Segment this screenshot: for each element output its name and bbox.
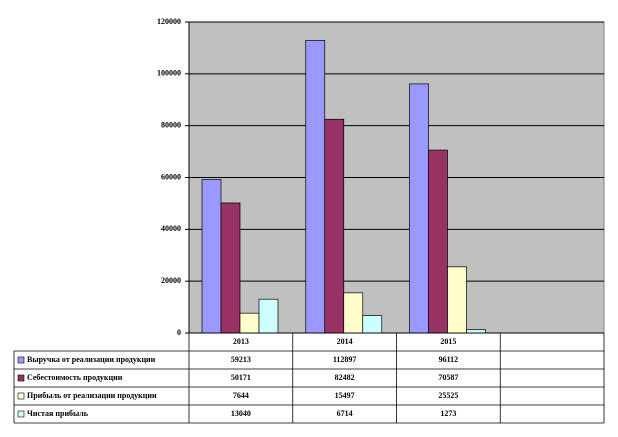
bar	[362, 315, 383, 334]
bar	[305, 40, 326, 334]
y-tick-label: 60000	[161, 172, 181, 181]
bar	[220, 202, 241, 334]
legend-swatch	[17, 410, 25, 418]
bar	[201, 179, 222, 334]
bar	[239, 312, 260, 334]
table-value: 82482	[335, 373, 355, 382]
table-value: 70587	[438, 373, 458, 382]
table-value: 112897	[333, 355, 357, 364]
bar	[343, 292, 364, 334]
legend-label: Выручка от реализации продукции	[27, 355, 156, 364]
y-tick-label: 100000	[157, 69, 181, 78]
bar	[324, 118, 345, 334]
bar	[466, 329, 486, 334]
y-tick-label: 20000	[161, 276, 181, 285]
table-value: 25525	[438, 391, 458, 400]
y-tick-label: 40000	[161, 224, 181, 233]
table-value: 15497	[335, 391, 355, 400]
legend-label: Прибыль от реализации продукции	[27, 391, 157, 400]
y-tick-label: 80000	[161, 120, 181, 129]
table-value: 1273	[440, 409, 456, 418]
bar	[409, 83, 429, 334]
legend-swatch	[17, 356, 25, 364]
legend-label: Себестоимость продукции	[27, 373, 123, 382]
bar	[258, 298, 279, 334]
table-value: 96112	[439, 355, 459, 364]
y-tick-label: 0	[177, 328, 181, 337]
x-tick-label: 2015	[440, 337, 456, 346]
x-tick-label: 2013	[233, 337, 249, 346]
x-tick-label: 2014	[337, 337, 353, 346]
table-value: 59213	[231, 355, 251, 364]
y-tick-label: 120000	[157, 17, 181, 26]
table-value: 7644	[233, 391, 249, 400]
table-value: 6714	[337, 409, 353, 418]
table-value: 50171	[231, 373, 251, 382]
bar	[428, 149, 448, 334]
legend-label: Чистая прибыль	[27, 409, 89, 418]
legend-swatch	[17, 392, 25, 400]
table-value: 13040	[231, 409, 251, 418]
legend-swatch	[17, 374, 25, 382]
bar	[447, 266, 467, 334]
